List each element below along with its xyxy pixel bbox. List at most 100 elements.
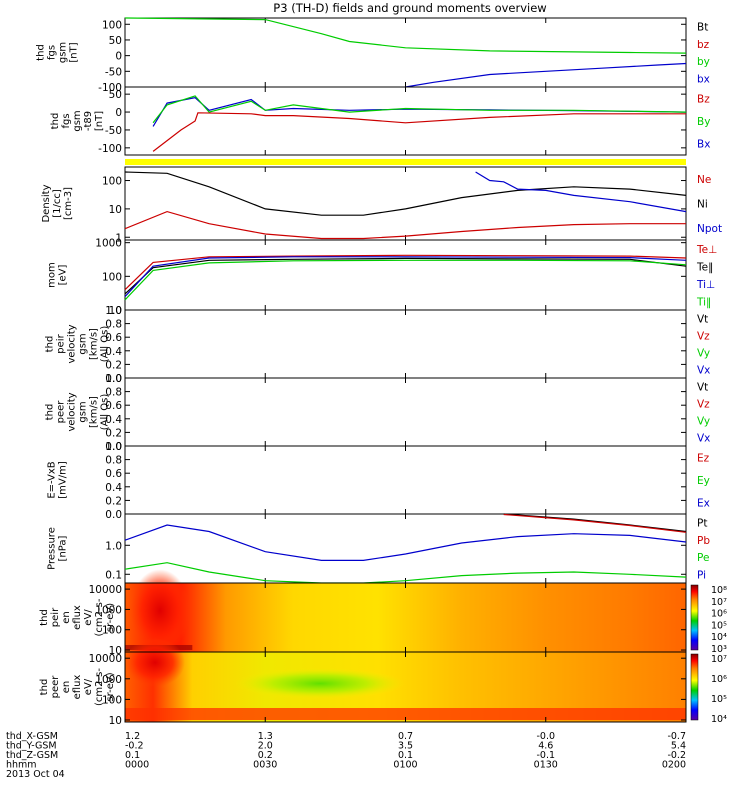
y-tick-label: 0.4 [105, 482, 122, 494]
legend-Vx: Vx [697, 365, 710, 377]
footer-value: 0.7 [398, 731, 413, 742]
y-axis-label: Pressure [47, 527, 58, 570]
y-axis-label: peer [50, 675, 61, 699]
y-tick-label: 1000 [95, 604, 122, 616]
legend-Vy: Vy [697, 416, 710, 428]
series-By [152, 95, 687, 124]
y-axis-label: [mV/m] [58, 461, 69, 499]
y-tick-label: 0 [115, 51, 122, 63]
series-Ni [124, 171, 687, 216]
y-tick-label: 1.0 [105, 373, 122, 385]
legend-By: By [697, 116, 710, 128]
colorbar-label: 10³ [711, 644, 727, 655]
y-axis-label: thd [45, 336, 56, 353]
y-tick-label: 0.0 [105, 441, 122, 453]
footer-value: -0.2 [667, 750, 686, 761]
y-axis-label: thd [39, 609, 50, 626]
y-axis-label: (cm2-s- [94, 668, 105, 706]
y-tick-label: 1.0 [105, 305, 122, 317]
footer-value: 1.2 [125, 731, 140, 742]
y-tick-label: 0.1 [105, 569, 122, 581]
panel-8: 1.0 0.1 Pressure [nPa] Pt Pb Pe Pi [47, 513, 710, 584]
y-axis-label: en [61, 681, 72, 694]
y-tick-label: 50 [109, 89, 122, 101]
colorbar-label: 10⁵ [711, 620, 727, 631]
ion-hotspot [130, 569, 190, 652]
footer-value: 1.3 [258, 731, 273, 742]
y-tick-label: 100 [102, 625, 122, 637]
series-Ti‖ [124, 259, 687, 301]
y-axis-label: (cm2-s- [94, 598, 105, 636]
panel-5: 1.0 0.80.6 0.40.2 0.0 thd peir velocity gsm [km/… [45, 305, 711, 385]
ion-spectrogram [125, 583, 686, 652]
legend-by: by [697, 56, 710, 68]
y-axis-label: fgs [47, 45, 58, 60]
colorbar-label: 10⁴ [711, 714, 727, 725]
y-axis-label: gsm [78, 401, 89, 422]
y-axis-label: [km/s] [89, 328, 100, 360]
legend-Bx: Bx [697, 139, 710, 151]
y-axis-label: velocity [67, 392, 78, 431]
panel-6: 1.0 0.80.6 0.40.2 0.0 thd peer velocity gsm [km/… [45, 373, 711, 453]
y-tick-label: 0.8 [105, 455, 122, 467]
series-by [124, 17, 687, 54]
y-axis-label: fgs [61, 113, 72, 128]
y-tick-label: 0 [115, 107, 122, 119]
y-axis-label: velocity [67, 324, 78, 363]
legend-Vz: Vz [697, 399, 710, 411]
legend-Ni: Ni [697, 199, 708, 211]
y-tick-label: 100 [102, 271, 122, 283]
y-axis-label: [cm-3] [63, 187, 74, 220]
legend-Npot: Npot [697, 223, 722, 235]
y-tick-label: 0.2 [105, 359, 122, 371]
footer-row-label: thd_X-GSM [6, 731, 58, 742]
y-tick-label: 100 [102, 19, 122, 31]
y-axis-label: [1/cc] [52, 189, 63, 218]
y-axis-label: mom [47, 262, 58, 288]
y-tick-label: 0.0 [105, 509, 122, 521]
series-Pi [124, 524, 687, 562]
footer-value: 0130 [534, 760, 558, 771]
colorbar-electrons: 10⁷ 10⁶ 10⁵ 10⁴ [690, 653, 727, 725]
y-axis-label: peir [56, 333, 67, 353]
colorbar-gradient [690, 653, 699, 721]
colorbar-label: 10⁴ [711, 632, 727, 643]
y-tick-label: 50 [109, 35, 122, 47]
y-axis-label: [nT] [94, 111, 105, 131]
y-axis-label: [nT] [69, 42, 80, 62]
series-Ne [124, 210, 686, 240]
legend-Pi: Pi [697, 569, 706, 581]
legend-bx: bx [697, 73, 710, 85]
legend-Ex: Ex [697, 498, 710, 510]
y-tick-label: 10 [109, 204, 122, 216]
y-tick-label: 0.6 [105, 400, 122, 412]
y-tick-label: 100 [102, 176, 122, 188]
series-bx [405, 62, 687, 88]
y-axis-label: [eV] [58, 265, 69, 286]
legend-Bz: Bz [697, 93, 710, 105]
y-axis-label: E=-VxB [47, 461, 58, 498]
colorbar-label: 10⁶ [711, 674, 727, 685]
colorbar-label: 10⁷ [711, 597, 727, 608]
footer-value: 5.4 [671, 741, 686, 752]
legend-Pt: Pt [697, 518, 707, 530]
footer-value: -0.0 [536, 731, 555, 742]
y-tick-label: 10 [109, 715, 122, 727]
y-tick-label: 0.6 [105, 468, 122, 480]
colorbar-gradient [690, 584, 699, 651]
footer-value: -0.1 [536, 750, 555, 761]
legend-Pe: Pe [697, 552, 709, 564]
legend-Vz: Vz [697, 331, 710, 343]
footer-value: 4.6 [538, 741, 553, 752]
footer-value: 3.5 [398, 741, 413, 752]
y-tick-label: 0.4 [105, 346, 122, 358]
colorbar-label: 10⁶ [711, 609, 727, 620]
panel-4: 1000 100 10 mom [eV] Te⊥ Te‖ Ti⊥ Ti‖ [47, 238, 718, 317]
legend-bz: bz [697, 39, 710, 51]
y-tick-label: 1.0 [105, 441, 122, 453]
y-tick-label: 0.8 [105, 319, 122, 331]
panel-frame [124, 86, 687, 156]
y-axis-label: eV/ [83, 678, 94, 695]
panel-frame [124, 309, 687, 379]
